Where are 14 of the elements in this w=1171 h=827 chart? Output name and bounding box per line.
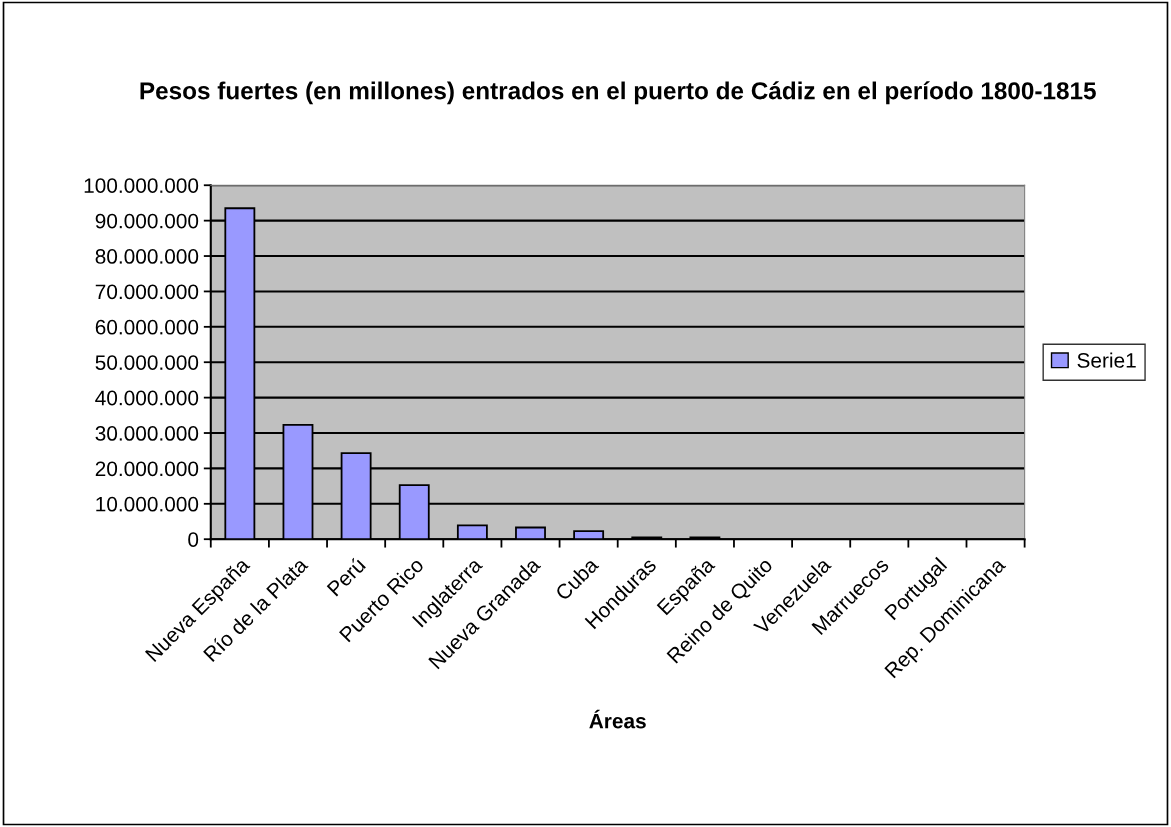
y-tick-label: 50.000.000 (95, 355, 199, 370)
y-tick-label: 100.000.000 (84, 178, 199, 193)
legend-label: Serie1 (1077, 352, 1136, 368)
y-tick-label: 0 (188, 532, 199, 547)
chart-title: Pesos fuertes (en millones) entrados en el puerto de Cádiz en el período 1800-1815 (140, 81, 1096, 105)
y-tick-label: 70.000.000 (95, 284, 199, 300)
y-tick-label: 30.000.000 (95, 426, 199, 441)
y-tick-label: 80.000.000 (95, 249, 199, 264)
y-tick-label: 40.000.000 (95, 390, 199, 406)
x-axis-title: Áreas (589, 709, 646, 729)
y-tick-label: 10.000.000 (96, 496, 199, 512)
y-tick-label: 90.000.000 (95, 213, 199, 229)
y-tick-label: 60.000.000 (95, 319, 199, 335)
y-tick-label: 20.000.000 (95, 461, 199, 477)
